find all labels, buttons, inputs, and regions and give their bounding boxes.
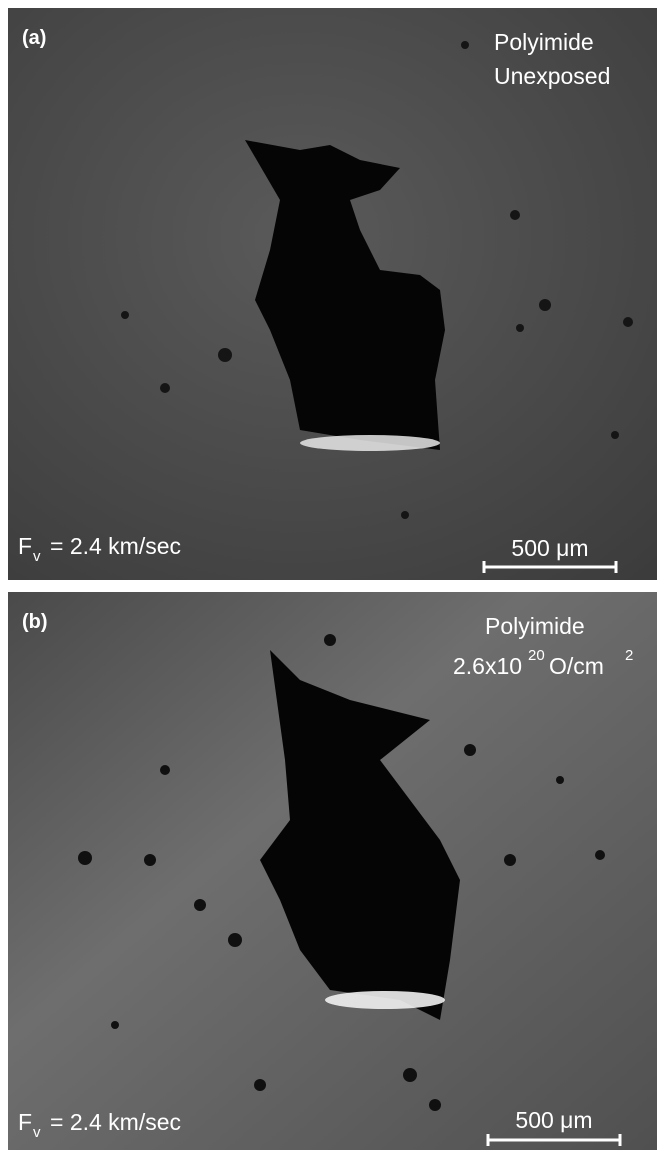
velocity: = 2.4 km/sec: [50, 533, 181, 559]
velocity-subscript: v: [33, 1124, 41, 1141]
condition: Unexposed: [494, 63, 610, 89]
figure: (a) Polyimide Unexposed F v = 2.4 km/sec…: [0, 0, 665, 1157]
velocity-symbol: F: [18, 533, 32, 559]
velocity: = 2.4 km/sec: [50, 1109, 181, 1135]
panel-a: (a) Polyimide Unexposed F v = 2.4 km/sec…: [8, 8, 657, 580]
material: Polyimide: [485, 613, 585, 639]
condition-exponent: 20: [528, 647, 545, 664]
scale-bar-label: 500 μm: [515, 1107, 592, 1133]
panel-label: (b): [22, 611, 48, 633]
material: Polyimide: [494, 29, 594, 55]
scale-bar-label: 500 μm: [511, 535, 588, 561]
condition-base: 2.6x10: [453, 653, 522, 679]
rim-highlight: [325, 991, 445, 1009]
condition-unit: O/cm: [549, 653, 604, 679]
condition-unit-exponent: 2: [625, 647, 633, 664]
velocity-subscript: v: [33, 548, 41, 565]
panel-label: (a): [22, 27, 46, 49]
panel-b: (b) Polyimide 2.6x10 20 O/cm 2 F v = 2.4…: [8, 592, 657, 1150]
velocity-symbol: F: [18, 1109, 32, 1135]
rim-highlight: [300, 435, 440, 451]
page: (a) Polyimide Unexposed F v = 2.4 km/sec…: [0, 0, 665, 1157]
